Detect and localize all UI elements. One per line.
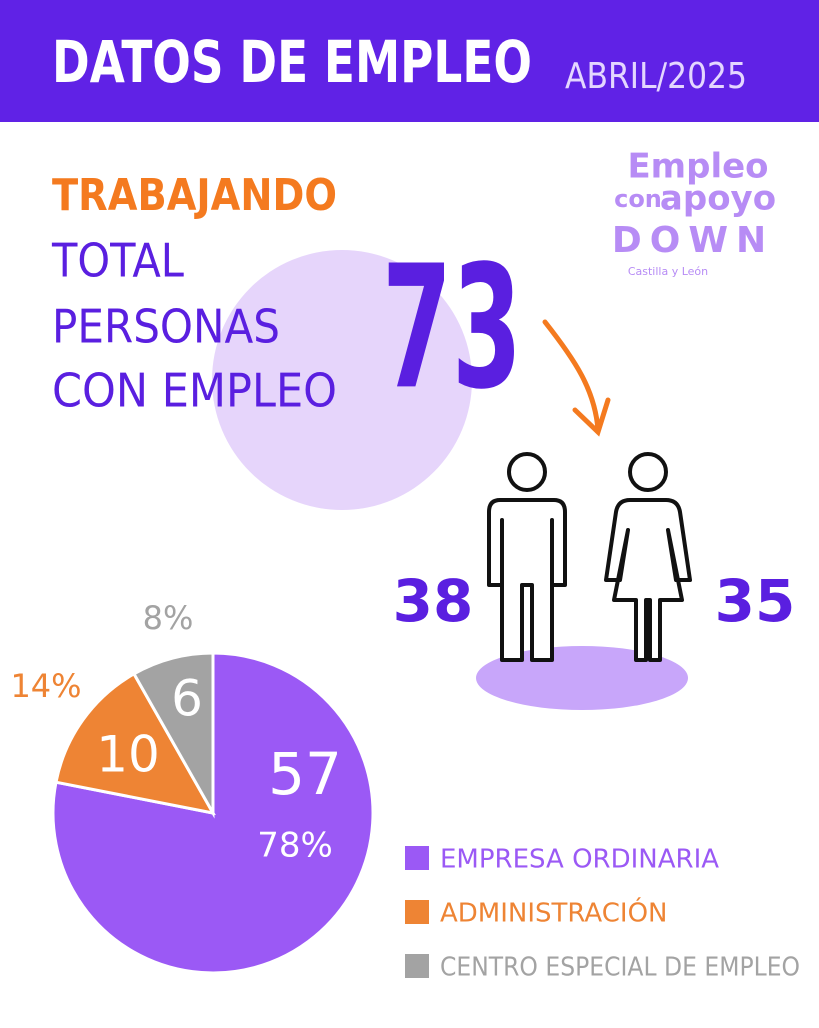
logo-text: Castilla y León (628, 265, 708, 278)
men-count: 38 (393, 567, 474, 635)
legend-label: CENTRO ESPECIAL DE EMPLEO (440, 953, 800, 983)
logo-text: con (614, 185, 662, 213)
legend-label: EMPRESA ORDINARIA (440, 845, 719, 875)
legend-swatch (405, 954, 429, 978)
percent-label: 78% (257, 826, 333, 866)
total-value: 73 (382, 229, 522, 427)
title: DATOS DE EMPLEO (52, 28, 532, 96)
summary-line: TOTAL (51, 234, 184, 288)
percent-label: 14% (10, 667, 81, 705)
pie-slice (131, 651, 215, 819)
women-count: 35 (715, 567, 796, 635)
summary-line: PERSONAS (52, 300, 280, 354)
percent-label: 8% (143, 599, 194, 637)
value-label: 10 (96, 726, 160, 784)
value-label: 6 (171, 670, 203, 728)
people-floor (476, 646, 688, 710)
legend: EMPRESA ORDINARIA ADMINISTRACIÓN CENTRO ES… (405, 845, 800, 983)
man-icon (487, 452, 567, 662)
logo: Empleo con apoyo DOWN Castilla y León (612, 147, 776, 279)
pie-slice (54, 671, 216, 816)
date: ABRIL/2025 (565, 56, 747, 97)
woman-icon (604, 452, 692, 662)
logo-text: apoyo (660, 179, 776, 219)
logo-text: DOWN (612, 220, 774, 261)
value-label: 57 (268, 740, 342, 808)
legend-label: ADMINISTRACIÓN (440, 897, 668, 929)
summary-label: TRABAJANDO (52, 170, 337, 221)
header-band (0, 0, 819, 122)
pie-chart: 57 78% 10 14% 6 8% (10, 599, 375, 975)
logo-text: Empleo (627, 147, 768, 187)
arrow (542, 319, 611, 437)
legend-swatch (405, 846, 429, 870)
legend-swatch (405, 900, 429, 924)
summary-line: CON EMPLEO (52, 364, 337, 418)
total-backdrop (212, 250, 472, 510)
